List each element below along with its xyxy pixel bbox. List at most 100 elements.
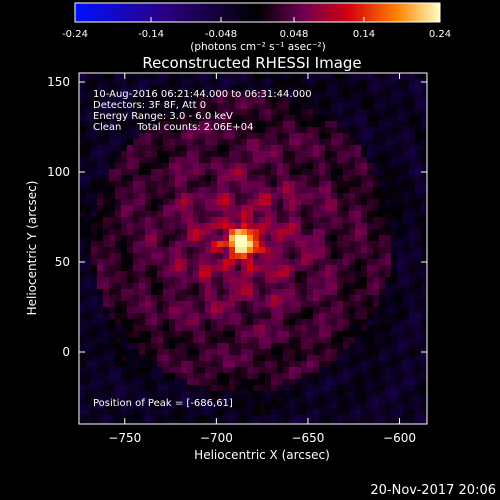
heatmap-cell: [121, 409, 128, 416]
heatmap-cell: [187, 403, 194, 410]
heatmap-cell: [391, 367, 398, 374]
heatmap-cell: [409, 97, 416, 104]
heatmap-cell: [91, 133, 98, 140]
heatmap-cell: [355, 175, 362, 182]
heatmap-cell: [139, 235, 146, 242]
heatmap-cell: [175, 325, 182, 332]
heatmap-cell: [181, 415, 188, 422]
heatmap-cell: [211, 85, 218, 92]
heatmap-cell: [145, 253, 152, 260]
heatmap-cell: [283, 241, 290, 248]
heatmap-cell: [247, 199, 254, 206]
heatmap-cell: [217, 73, 224, 80]
heatmap-cell: [373, 205, 380, 212]
heatmap-cell: [271, 331, 278, 338]
heatmap-cell: [337, 295, 344, 302]
heatmap-cell: [91, 163, 98, 170]
heatmap-cell: [289, 73, 296, 80]
heatmap-cell: [145, 199, 152, 206]
heatmap-cell: [307, 397, 314, 404]
heatmap-cell: [361, 361, 368, 368]
heatmap-cell: [193, 301, 200, 308]
heatmap-cell: [397, 355, 404, 362]
heatmap-cell: [343, 271, 350, 278]
heatmap-cell: [127, 175, 134, 182]
heatmap-cell: [289, 409, 296, 416]
heatmap-cell: [157, 169, 164, 176]
heatmap-cell: [247, 403, 254, 410]
heatmap-cell: [271, 109, 278, 116]
heatmap-cell: [271, 337, 278, 344]
heatmap-cell: [409, 283, 416, 290]
heatmap-cell: [145, 217, 152, 224]
heatmap-cell: [301, 247, 308, 254]
heatmap-cell: [229, 271, 236, 278]
heatmap-cell: [133, 283, 140, 290]
heatmap-cell: [403, 265, 410, 272]
heatmap-cell: [79, 229, 86, 236]
heatmap-cell: [181, 331, 188, 338]
heatmap-cell: [151, 313, 158, 320]
heatmap-cell: [223, 373, 230, 380]
heatmap-cell: [133, 355, 140, 362]
heatmap-cell: [103, 349, 110, 356]
heatmap-cell: [241, 223, 248, 230]
heatmap-cell: [85, 151, 92, 158]
heatmap-cell: [253, 79, 260, 86]
heatmap-cell: [391, 253, 398, 260]
heatmap-cell: [331, 97, 338, 104]
heatmap-cell: [103, 169, 110, 176]
heatmap-cell: [91, 259, 98, 266]
heatmap-cell: [379, 409, 386, 416]
heatmap-cell: [415, 127, 422, 134]
heatmap-cell: [391, 187, 398, 194]
heatmap-cell: [421, 139, 427, 146]
heatmap-cell: [259, 205, 266, 212]
heatmap-cell: [85, 301, 92, 308]
heatmap-cell: [193, 409, 200, 416]
heatmap-cell: [211, 211, 218, 218]
heatmap-cell: [331, 235, 338, 242]
heatmap-cell: [379, 193, 386, 200]
heatmap-cell: [283, 115, 290, 122]
heatmap-cell: [367, 151, 374, 158]
heatmap-cell: [271, 97, 278, 104]
heatmap-cell: [121, 259, 128, 266]
heatmap-cell: [301, 115, 308, 122]
heatmap-cell: [175, 409, 182, 416]
heatmap-cell: [397, 181, 404, 188]
heatmap-cell: [301, 415, 308, 422]
heatmap-cell: [103, 367, 110, 374]
heatmap-cell: [205, 163, 212, 170]
heatmap-cell: [163, 397, 170, 404]
heatmap-cell: [247, 241, 254, 248]
heatmap-cell: [121, 253, 128, 260]
heatmap-cell: [421, 181, 427, 188]
heatmap-cell: [289, 133, 296, 140]
heatmap-cell: [211, 241, 218, 248]
heatmap-cell: [409, 175, 416, 182]
heatmap-cell: [127, 241, 134, 248]
heatmap-cell: [403, 259, 410, 266]
heatmap-cell: [91, 217, 98, 224]
heatmap-cell: [247, 385, 254, 392]
heatmap-cell: [277, 169, 284, 176]
heatmap-cell: [217, 331, 224, 338]
heatmap-cell: [199, 121, 206, 128]
heatmap-cell: [289, 205, 296, 212]
heatmap-cell: [331, 421, 338, 424]
heatmap-cell: [337, 313, 344, 320]
heatmap-cell: [217, 415, 224, 422]
heatmap-cell: [421, 187, 427, 194]
heatmap-cell: [361, 403, 368, 410]
heatmap-cell: [259, 181, 266, 188]
heatmap-cell: [205, 127, 212, 134]
heatmap-cell: [193, 229, 200, 236]
heatmap-cell: [229, 343, 236, 350]
heatmap-cell: [379, 121, 386, 128]
heatmap-cell: [223, 289, 230, 296]
heatmap-cell: [151, 205, 158, 212]
heatmap-cell: [283, 391, 290, 398]
heatmap-cell: [205, 349, 212, 356]
